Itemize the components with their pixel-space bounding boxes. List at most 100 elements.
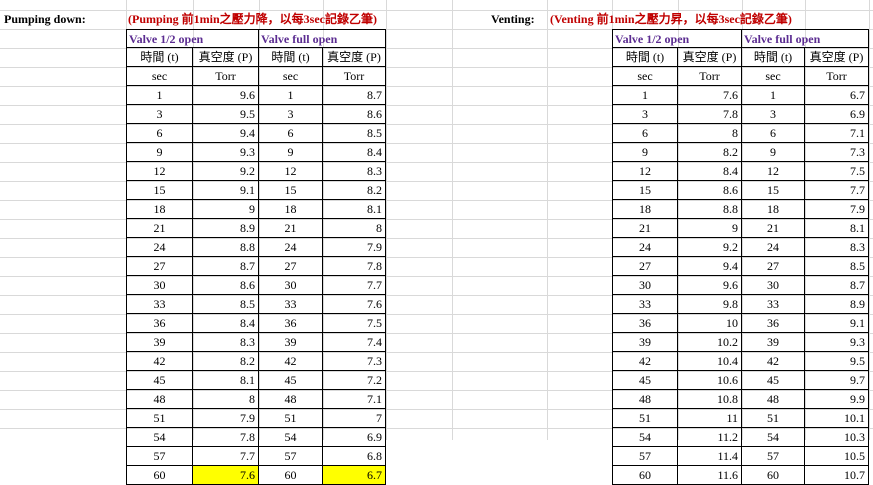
- time-cell[interactable]: 33: [612, 295, 678, 314]
- vacuum-cell[interactable]: 9: [193, 200, 259, 219]
- time-column-header[interactable]: 時間 (t): [126, 48, 193, 67]
- unit-torr[interactable]: Torr: [805, 67, 869, 86]
- vacuum-cell[interactable]: 7.8: [193, 428, 259, 447]
- vacuum-cell[interactable]: 8.1: [193, 371, 259, 390]
- time-cell[interactable]: 42: [259, 352, 323, 371]
- vacuum-cell[interactable]: 8: [323, 219, 386, 238]
- vacuum-cell[interactable]: 8.5: [323, 124, 386, 143]
- vacuum-cell[interactable]: 8.3: [193, 333, 259, 352]
- vacuum-cell[interactable]: 10.4: [678, 352, 742, 371]
- vacuum-column-header[interactable]: 真空度 (P): [193, 48, 259, 67]
- time-cell[interactable]: 18: [126, 200, 193, 219]
- vacuum-cell[interactable]: 7.1: [323, 390, 386, 409]
- unit-sec[interactable]: sec: [742, 67, 805, 86]
- time-cell[interactable]: 30: [259, 276, 323, 295]
- vacuum-cell[interactable]: 8.1: [805, 219, 869, 238]
- time-cell[interactable]: 21: [612, 219, 678, 238]
- time-cell[interactable]: 24: [126, 238, 193, 257]
- time-cell[interactable]: 24: [259, 238, 323, 257]
- vacuum-cell[interactable]: 10.3: [805, 428, 869, 447]
- time-cell[interactable]: 39: [742, 333, 805, 352]
- time-cell[interactable]: 45: [612, 371, 678, 390]
- vacuum-cell[interactable]: 8.2: [193, 352, 259, 371]
- vacuum-cell[interactable]: 9.6: [678, 276, 742, 295]
- time-cell[interactable]: 6: [742, 124, 805, 143]
- time-cell[interactable]: 27: [126, 257, 193, 276]
- vacuum-cell[interactable]: 9.1: [193, 181, 259, 200]
- time-cell[interactable]: 42: [742, 352, 805, 371]
- time-cell[interactable]: 24: [612, 238, 678, 257]
- time-cell[interactable]: 27: [259, 257, 323, 276]
- vacuum-cell[interactable]: 6.9: [323, 428, 386, 447]
- time-cell[interactable]: 9: [742, 143, 805, 162]
- time-cell[interactable]: 39: [259, 333, 323, 352]
- time-cell[interactable]: 45: [742, 371, 805, 390]
- valve-half-open-header[interactable]: Valve 1/2 open: [612, 29, 742, 48]
- time-cell[interactable]: 3: [742, 105, 805, 124]
- vacuum-column-header[interactable]: 真空度 (P): [678, 48, 742, 67]
- time-cell[interactable]: 54: [259, 428, 323, 447]
- vacuum-cell[interactable]: 10.1: [805, 409, 869, 428]
- vacuum-cell[interactable]: 8.7: [323, 86, 386, 105]
- vacuum-cell[interactable]: 8.9: [805, 295, 869, 314]
- time-cell[interactable]: 48: [259, 390, 323, 409]
- time-cell[interactable]: 18: [259, 200, 323, 219]
- valve-full-open-header[interactable]: Valve full open: [259, 29, 386, 48]
- vacuum-cell[interactable]: 8.3: [805, 238, 869, 257]
- vacuum-cell[interactable]: 8.7: [193, 257, 259, 276]
- vacuum-cell[interactable]: 8.8: [678, 200, 742, 219]
- vacuum-cell[interactable]: 7.7: [193, 447, 259, 466]
- vacuum-cell[interactable]: 7.1: [805, 124, 869, 143]
- vacuum-cell[interactable]: 9.5: [805, 352, 869, 371]
- time-cell[interactable]: 36: [612, 314, 678, 333]
- time-column-header[interactable]: 時間 (t): [259, 48, 323, 67]
- time-cell[interactable]: 36: [259, 314, 323, 333]
- time-cell[interactable]: 54: [126, 428, 193, 447]
- vacuum-cell[interactable]: 9.3: [805, 333, 869, 352]
- time-cell[interactable]: 45: [126, 371, 193, 390]
- time-cell[interactable]: 1: [126, 86, 193, 105]
- vacuum-cell[interactable]: 7.9: [193, 409, 259, 428]
- time-cell[interactable]: 15: [612, 181, 678, 200]
- vacuum-cell[interactable]: 10.8: [678, 390, 742, 409]
- time-cell[interactable]: 33: [742, 295, 805, 314]
- vacuum-cell[interactable]: 9.2: [678, 238, 742, 257]
- time-cell[interactable]: 36: [742, 314, 805, 333]
- time-cell[interactable]: 48: [612, 390, 678, 409]
- vacuum-cell[interactable]: 8.3: [323, 162, 386, 181]
- time-cell[interactable]: 51: [126, 409, 193, 428]
- vacuum-cell[interactable]: 10.6: [678, 371, 742, 390]
- time-cell[interactable]: 54: [742, 428, 805, 447]
- time-cell[interactable]: 30: [612, 276, 678, 295]
- unit-sec[interactable]: sec: [612, 67, 678, 86]
- pumping-label[interactable]: Pumping down:: [4, 12, 86, 26]
- vacuum-cell[interactable]: 9.4: [193, 124, 259, 143]
- time-cell[interactable]: 18: [742, 200, 805, 219]
- time-cell[interactable]: 30: [742, 276, 805, 295]
- time-column-header[interactable]: 時間 (t): [742, 48, 805, 67]
- time-cell[interactable]: 27: [612, 257, 678, 276]
- time-cell[interactable]: 6: [612, 124, 678, 143]
- vacuum-cell[interactable]: 6.9: [805, 105, 869, 124]
- valve-full-open-header[interactable]: Valve full open: [742, 29, 869, 48]
- vacuum-cell[interactable]: 9.1: [805, 314, 869, 333]
- time-cell[interactable]: 48: [742, 390, 805, 409]
- time-cell[interactable]: 51: [259, 409, 323, 428]
- vacuum-cell[interactable]: 8.2: [678, 143, 742, 162]
- vacuum-cell[interactable]: 8.7: [805, 276, 869, 295]
- time-cell[interactable]: 27: [742, 257, 805, 276]
- time-cell[interactable]: 12: [259, 162, 323, 181]
- time-cell[interactable]: 51: [742, 409, 805, 428]
- pumping-note[interactable]: (Pumping 前1min之壓力降，以每3sec記錄乙筆): [128, 12, 378, 26]
- time-cell[interactable]: 3: [612, 105, 678, 124]
- venting-note[interactable]: (Venting 前1min之壓力昇，以每3sec記錄乙筆): [550, 12, 792, 26]
- vacuum-cell[interactable]: 7.3: [805, 143, 869, 162]
- time-cell[interactable]: 15: [259, 181, 323, 200]
- vacuum-cell[interactable]: 9: [678, 219, 742, 238]
- vacuum-cell[interactable]: 9.3: [193, 143, 259, 162]
- time-cell[interactable]: 12: [742, 162, 805, 181]
- time-cell[interactable]: 9: [259, 143, 323, 162]
- vacuum-cell[interactable]: 7.8: [323, 257, 386, 276]
- time-column-header[interactable]: 時間 (t): [612, 48, 678, 67]
